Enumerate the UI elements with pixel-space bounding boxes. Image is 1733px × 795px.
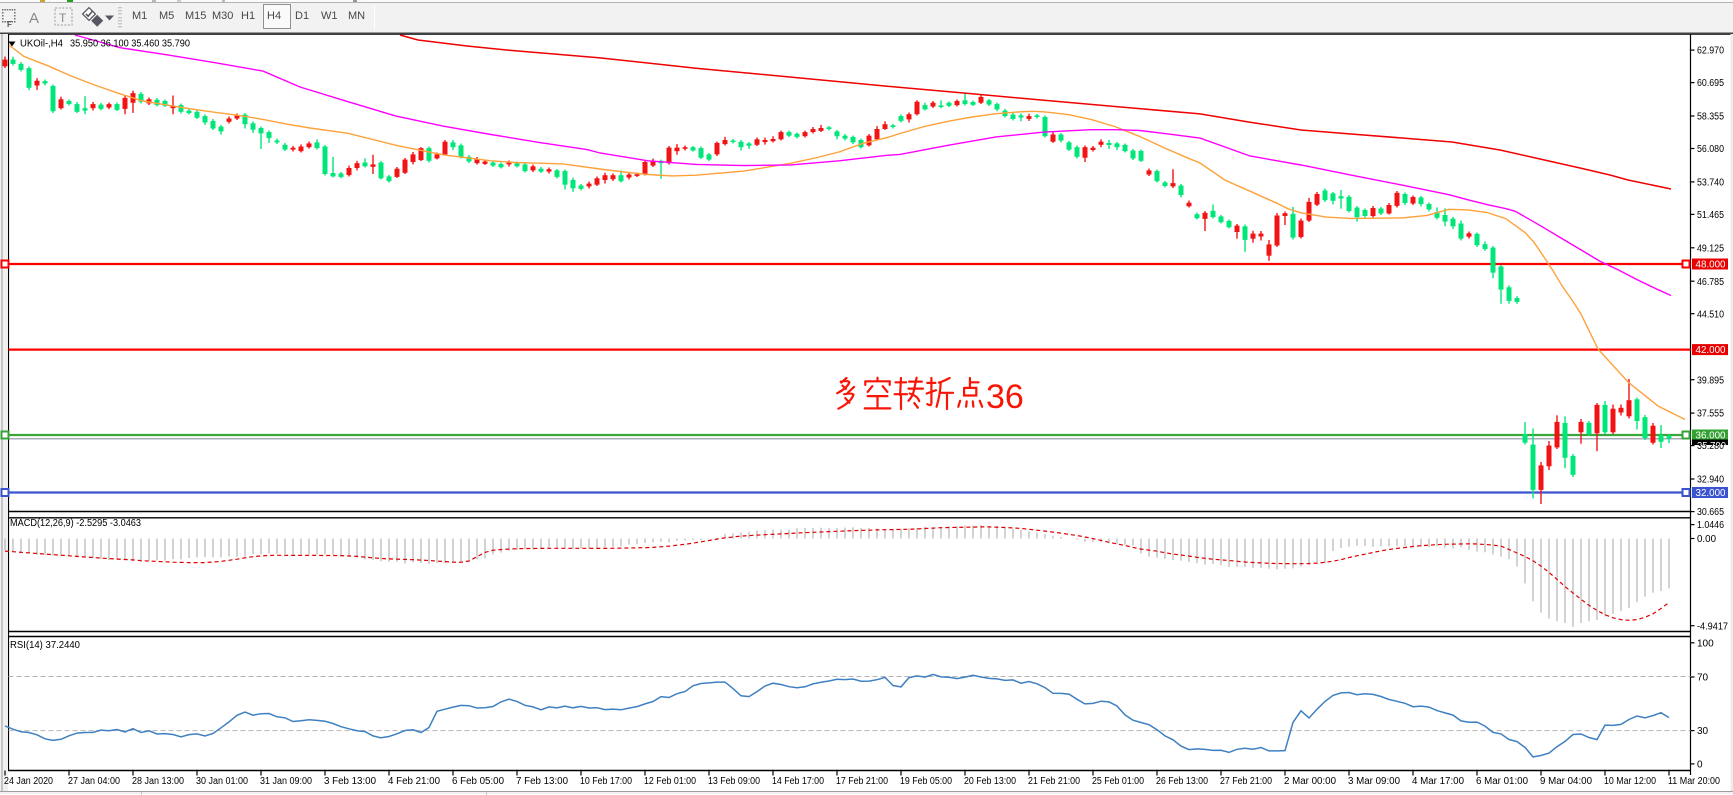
svg-text:21 Feb 21:00: 21 Feb 21:00 bbox=[1028, 776, 1080, 787]
svg-text:9 Mar 04:00: 9 Mar 04:00 bbox=[1540, 776, 1592, 787]
svg-text:48.000: 48.000 bbox=[1696, 260, 1726, 271]
svg-text:10 Mar 12:00: 10 Mar 12:00 bbox=[1604, 776, 1656, 787]
svg-text:26 Feb 13:00: 26 Feb 13:00 bbox=[1156, 776, 1208, 787]
svg-text:46.785: 46.785 bbox=[1697, 277, 1724, 288]
svg-text:UKOil-,H4: UKOil-,H4 bbox=[20, 39, 63, 50]
svg-text:30 Jan 01:00: 30 Jan 01:00 bbox=[196, 776, 248, 787]
svg-text:2 Mar 00:00: 2 Mar 00:00 bbox=[1284, 776, 1336, 787]
svg-text:6 Mar 01:00: 6 Mar 01:00 bbox=[1476, 776, 1528, 787]
svg-text:32.940: 32.940 bbox=[1697, 475, 1724, 486]
svg-text:30: 30 bbox=[1697, 726, 1709, 737]
svg-text:6 Feb 05:00: 6 Feb 05:00 bbox=[452, 776, 504, 787]
svg-text:17 Feb 21:00: 17 Feb 21:00 bbox=[836, 776, 888, 787]
svg-text:62.970: 62.970 bbox=[1697, 46, 1724, 57]
svg-text:35.950 36.100 35.460 35.790: 35.950 36.100 35.460 35.790 bbox=[70, 39, 190, 50]
svg-text:3 Mar 09:00: 3 Mar 09:00 bbox=[1348, 776, 1400, 787]
svg-text:28 Jan 13:00: 28 Jan 13:00 bbox=[132, 776, 184, 787]
svg-text:4 Mar 17:00: 4 Mar 17:00 bbox=[1412, 776, 1464, 787]
svg-text:39.895: 39.895 bbox=[1697, 375, 1724, 386]
svg-text:11 Mar 20:00: 11 Mar 20:00 bbox=[1668, 776, 1720, 787]
svg-text:31 Jan 09:00: 31 Jan 09:00 bbox=[260, 776, 312, 787]
svg-text:30.665: 30.665 bbox=[1697, 507, 1724, 518]
svg-text:1.0446: 1.0446 bbox=[1697, 520, 1724, 531]
svg-text:25 Feb 01:00: 25 Feb 01:00 bbox=[1092, 776, 1144, 787]
svg-text:0.00: 0.00 bbox=[1697, 534, 1716, 545]
svg-text:58.355: 58.355 bbox=[1697, 112, 1724, 123]
svg-text:53.740: 53.740 bbox=[1697, 178, 1724, 189]
svg-text:27 Feb 21:00: 27 Feb 21:00 bbox=[1220, 776, 1272, 787]
svg-text:32.000: 32.000 bbox=[1696, 488, 1726, 499]
svg-text:RSI(14) 37.2440: RSI(14) 37.2440 bbox=[10, 640, 80, 651]
svg-text:MACD(12,26,9) -2.5295 -3.0463: MACD(12,26,9) -2.5295 -3.0463 bbox=[10, 518, 141, 529]
svg-text:44.510: 44.510 bbox=[1697, 309, 1724, 320]
svg-text:19 Feb 05:00: 19 Feb 05:00 bbox=[900, 776, 952, 787]
svg-text:36: 36 bbox=[986, 378, 1024, 416]
svg-text:51.465: 51.465 bbox=[1697, 210, 1724, 221]
svg-text:4 Feb 21:00: 4 Feb 21:00 bbox=[388, 776, 440, 787]
svg-text:10 Feb 17:00: 10 Feb 17:00 bbox=[580, 776, 632, 787]
svg-text:3 Feb 13:00: 3 Feb 13:00 bbox=[324, 776, 376, 787]
svg-text:42.000: 42.000 bbox=[1696, 345, 1726, 356]
svg-text:-4.9417: -4.9417 bbox=[1697, 621, 1728, 632]
svg-text:13 Feb 09:00: 13 Feb 09:00 bbox=[708, 776, 760, 787]
svg-text:12 Feb 01:00: 12 Feb 01:00 bbox=[644, 776, 696, 787]
svg-text:7 Feb 13:00: 7 Feb 13:00 bbox=[516, 776, 568, 787]
svg-text:37.555: 37.555 bbox=[1697, 409, 1724, 420]
svg-text:24 Jan 2020: 24 Jan 2020 bbox=[4, 776, 53, 787]
svg-text:14 Feb 17:00: 14 Feb 17:00 bbox=[772, 776, 824, 787]
svg-text:49.125: 49.125 bbox=[1697, 243, 1724, 254]
svg-text:27 Jan 04:00: 27 Jan 04:00 bbox=[68, 776, 120, 787]
svg-text:60.695: 60.695 bbox=[1697, 78, 1724, 89]
svg-text:70: 70 bbox=[1697, 673, 1709, 684]
svg-text:100: 100 bbox=[1697, 638, 1714, 649]
svg-text:20 Feb 13:00: 20 Feb 13:00 bbox=[964, 776, 1016, 787]
svg-text:56.080: 56.080 bbox=[1697, 144, 1724, 155]
svg-text:0: 0 bbox=[1697, 760, 1703, 771]
